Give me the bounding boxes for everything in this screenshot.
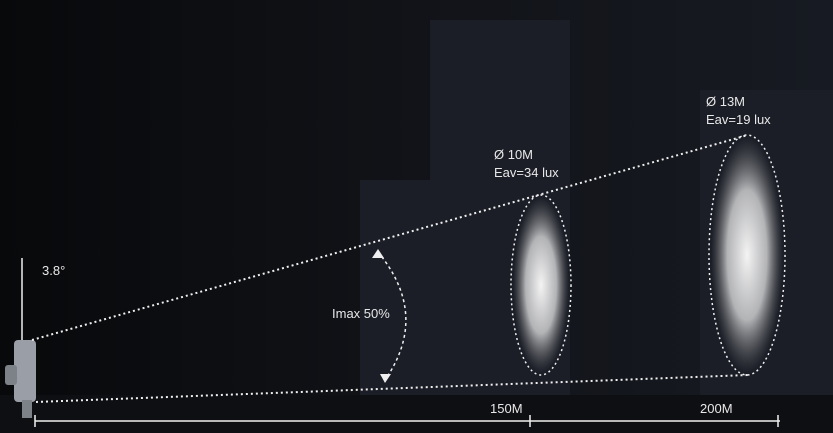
distance-label: 150M	[490, 401, 523, 416]
spot-diameter: Ø 13M	[706, 94, 745, 109]
beam-diagram: 3.8° Imax 50% Ø 10M Eav=34 lux Ø 13M Eav…	[0, 0, 833, 433]
beam-angle: 3.8°	[42, 263, 65, 278]
light-spot	[711, 137, 783, 373]
distance-label: 200M	[700, 401, 733, 416]
spot-illuminance: Eav=34 lux	[494, 165, 559, 180]
spot-illuminance: Eav=19 lux	[706, 112, 771, 127]
intensity-label: Imax 50%	[332, 306, 390, 321]
light-spot	[513, 197, 569, 373]
spot-diameter: Ø 10M	[494, 147, 533, 162]
